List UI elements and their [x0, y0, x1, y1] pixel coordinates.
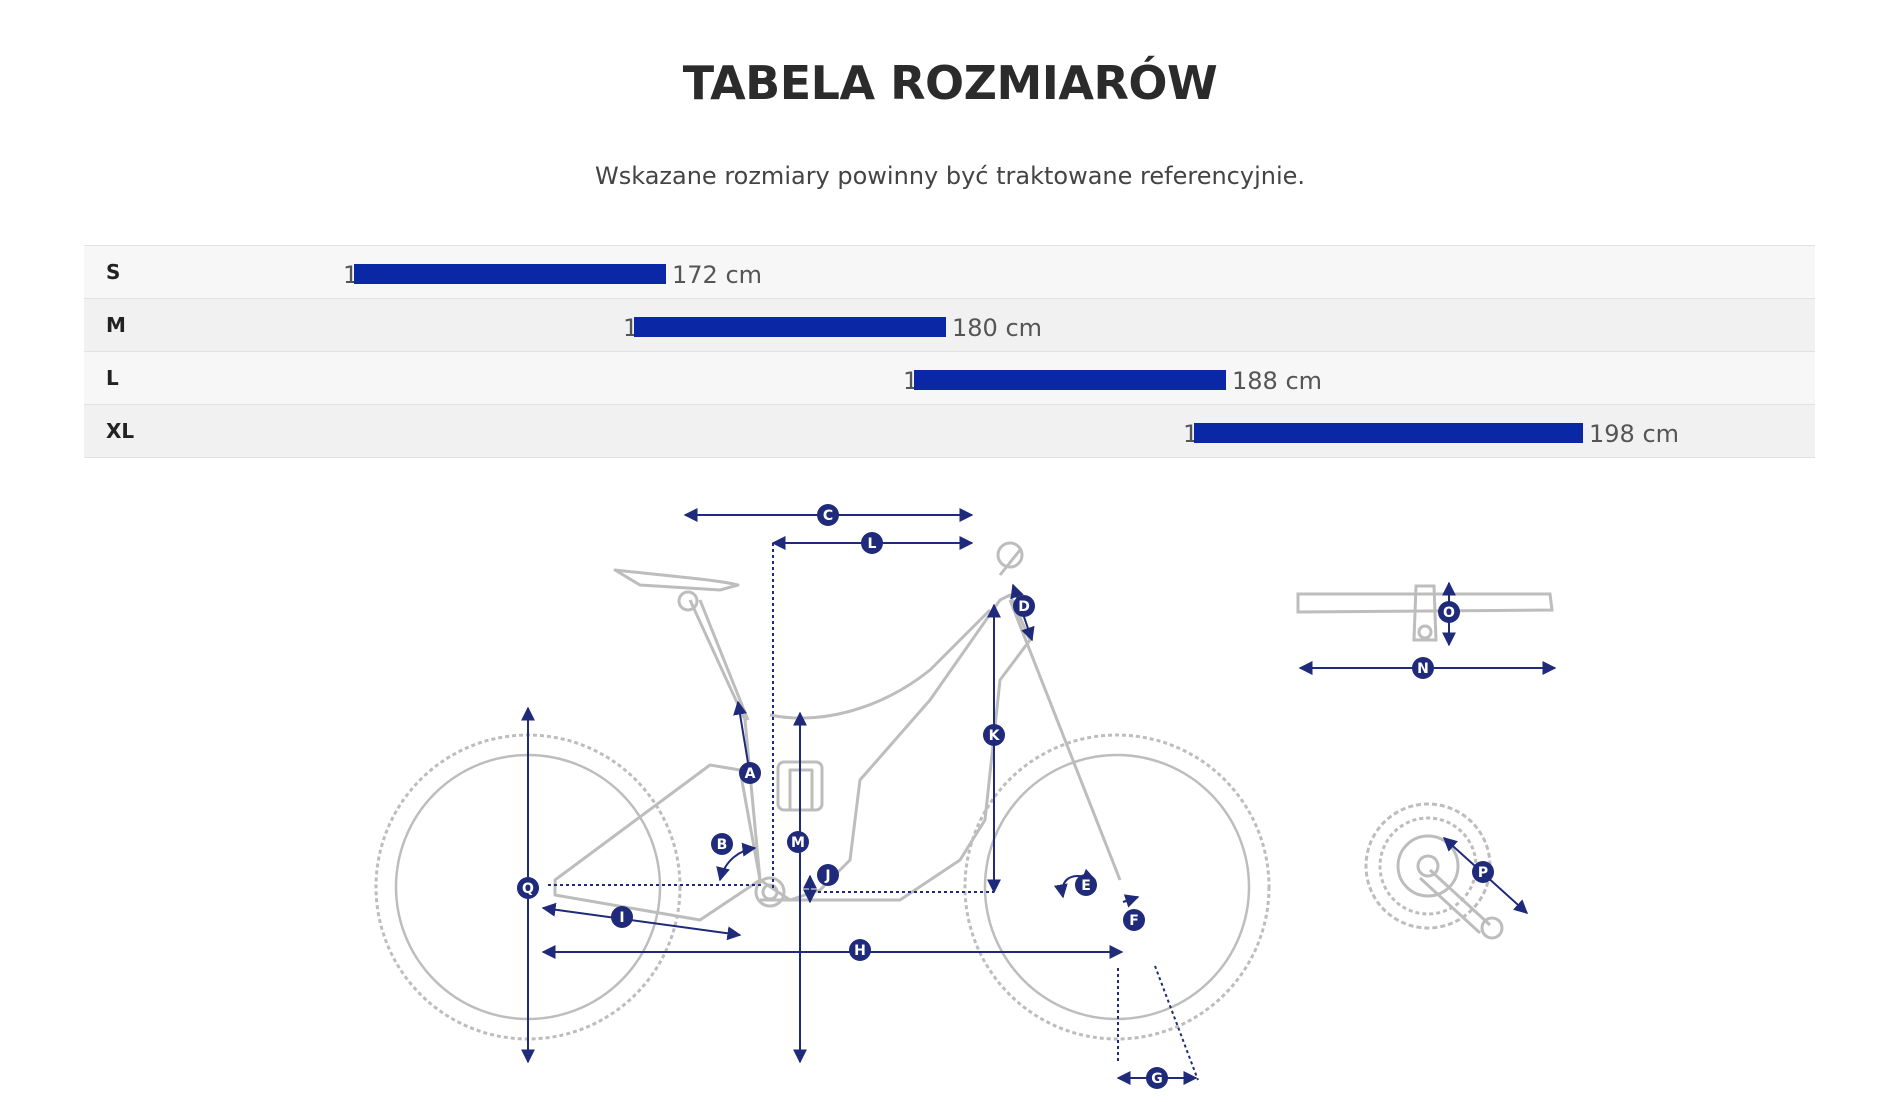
badge-a: A: [739, 762, 761, 784]
badge-c: C: [817, 504, 839, 526]
height-range-bar: [634, 317, 946, 337]
size-label: M: [106, 313, 126, 337]
badge-label: G: [1151, 1071, 1163, 1087]
badge-q: Q: [517, 877, 539, 899]
handlebar: [1296, 584, 1554, 642]
badge-label: O: [1443, 605, 1455, 621]
badge-label: Q: [522, 881, 534, 897]
badge-label: K: [989, 728, 1001, 744]
size-label: L: [106, 366, 119, 390]
badge-label: P: [1478, 865, 1488, 881]
badge-label: H: [854, 943, 866, 959]
badge-label: N: [1417, 661, 1429, 677]
page-title: TABELA ROZMIARÓW: [682, 56, 1218, 110]
badge-label: D: [1018, 599, 1030, 615]
height-to: 180 cm: [952, 314, 1043, 342]
size-row-s: S 163 cm 172 cm: [84, 246, 1815, 299]
height-range-bar: [1194, 423, 1583, 443]
size-table: S 163 cm 172 cm M 171 cm 180 cm L 179 cm…: [84, 245, 1815, 458]
badge-h: H: [849, 939, 871, 961]
badge-l: L: [861, 532, 883, 554]
bike-frame: [553, 541, 1122, 922]
height-to: 172 cm: [672, 261, 763, 289]
badge-m: M: [787, 831, 809, 853]
height-to: 188 cm: [1232, 367, 1323, 395]
badge-label: C: [823, 508, 833, 524]
badge-b: B: [711, 833, 733, 855]
height-range-bar: [914, 370, 1226, 390]
badge-label: M: [791, 835, 805, 851]
badge-label: A: [745, 766, 756, 782]
dimension-badges: A B C D E F G H I J K L M N O P Q: [517, 504, 1494, 1089]
page-subtitle: Wskazane rozmiary powinny być traktowane…: [594, 162, 1306, 190]
badge-j: J: [817, 864, 839, 886]
badge-p: P: [1472, 861, 1494, 883]
badge-label: L: [868, 536, 877, 552]
height-to: 198 cm: [1589, 420, 1680, 448]
badge-f: F: [1123, 909, 1145, 931]
badge-label: B: [717, 837, 728, 853]
badge-label: F: [1129, 913, 1139, 929]
size-row-m: M 171 cm 180 cm: [84, 299, 1815, 352]
badge-k: K: [983, 724, 1005, 746]
badge-g: G: [1146, 1067, 1168, 1089]
size-label: S: [106, 260, 121, 284]
badge-label: E: [1081, 878, 1091, 894]
size-label: XL: [106, 419, 135, 443]
badge-n: N: [1412, 657, 1434, 679]
badge-i: I: [611, 906, 633, 928]
badge-label: I: [619, 910, 624, 926]
height-range-bar: [354, 264, 666, 284]
badge-e: E: [1075, 874, 1097, 896]
size-row-xl: XL 187 cm 198 cm: [84, 405, 1815, 458]
badge-d: D: [1013, 595, 1035, 617]
badge-label: J: [824, 868, 830, 884]
badge-o: O: [1438, 601, 1460, 623]
size-row-l: L 179 cm 188 cm: [84, 352, 1815, 405]
